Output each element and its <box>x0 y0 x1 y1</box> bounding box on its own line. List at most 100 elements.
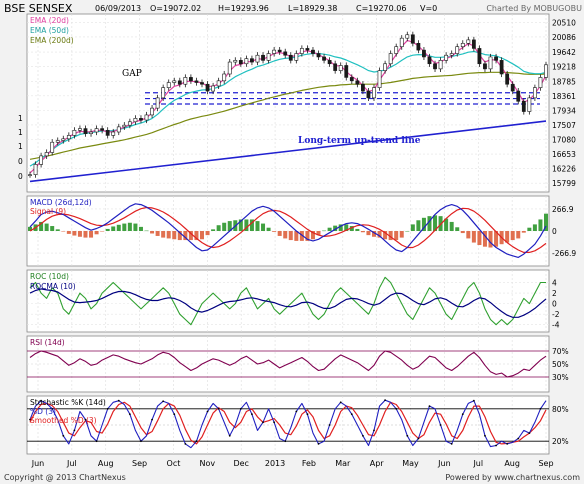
price-candle <box>277 49 282 53</box>
macd-histogram-bar <box>277 231 282 236</box>
price-candle <box>33 164 38 175</box>
legend-rsi: RSI (14d) <box>30 338 65 347</box>
price-candle <box>322 56 326 61</box>
price-candle <box>100 128 105 131</box>
macd-histogram-bar <box>366 231 371 236</box>
stoch-dot <box>450 443 453 445</box>
price-candle <box>266 53 271 61</box>
macd-histogram-bar <box>266 227 271 231</box>
price-candle <box>111 131 116 136</box>
powered-label: Powered by www.chartnexus.com <box>445 473 580 482</box>
price-candle <box>494 56 498 61</box>
stoch-dot <box>206 410 209 413</box>
price-candle <box>372 87 376 99</box>
price-candle <box>189 77 193 82</box>
macd-histogram-bar <box>544 213 548 231</box>
macd-histogram-bar <box>399 231 404 238</box>
price-candle <box>244 58 249 65</box>
stoch-dot <box>306 413 309 416</box>
stoch-dot <box>339 401 342 404</box>
macd-histogram-bar <box>477 231 482 246</box>
macd-histogram-bar <box>355 228 360 231</box>
price-candle <box>338 65 343 71</box>
roc-tick-label: 2 <box>552 289 557 298</box>
price-tick-label: 18785 <box>552 77 576 86</box>
high-label: H=19293.96 <box>218 4 269 13</box>
x-tick-label: Aug <box>98 459 114 468</box>
stoch-dot <box>151 418 153 421</box>
macd-histogram-bar <box>249 219 254 231</box>
price-candle <box>394 46 399 54</box>
macd-histogram-bar <box>471 231 476 243</box>
price-candle <box>66 135 71 140</box>
price-candle <box>50 141 55 153</box>
stoch-dot <box>173 413 176 416</box>
price-candle <box>183 77 188 85</box>
price-candle <box>510 83 515 92</box>
price-candle <box>288 54 293 61</box>
stoch-dot <box>239 407 242 410</box>
price-candle <box>250 58 254 63</box>
roc-tick-label: -4 <box>552 321 560 330</box>
macd-histogram-bar <box>111 226 116 231</box>
price-candle <box>272 49 277 54</box>
stoch-dot <box>384 399 386 402</box>
roc-tick-label: -2 <box>552 310 560 319</box>
price-candle <box>172 80 177 83</box>
macd-tick-label: -266.9 <box>552 249 576 258</box>
legend-ema20: EMA (20d) <box>30 16 69 25</box>
macd-histogram-bar <box>200 231 204 240</box>
price-tick-label: 20086 <box>552 33 576 42</box>
price-candle <box>366 90 371 99</box>
stoch-dot <box>195 440 198 443</box>
macd-histogram-bar <box>421 217 426 231</box>
x-tick-label: Jul <box>472 459 483 468</box>
roc-panel <box>26 269 550 333</box>
price-candle <box>283 51 288 56</box>
stoch-dot <box>328 424 331 426</box>
price-candle <box>444 54 449 61</box>
macd-tick-label: 0 <box>552 227 557 236</box>
rsi-line <box>29 350 547 378</box>
price-candle <box>438 60 443 70</box>
price-candle <box>422 49 426 58</box>
trend-line <box>29 120 547 183</box>
stoch-dot <box>539 407 542 410</box>
stoch-dot <box>395 407 398 410</box>
price-candle <box>78 128 82 131</box>
stoch-dot <box>495 444 497 447</box>
price-candle <box>460 42 465 48</box>
x-tick-label: Sep <box>132 459 147 468</box>
price-tick-label: 16226 <box>552 165 576 174</box>
macd-histogram-bar <box>383 231 388 240</box>
macd-histogram-bar <box>494 231 499 247</box>
price-candle <box>477 48 482 65</box>
x-tick-label: Jun <box>31 459 45 468</box>
price-candle <box>399 37 404 48</box>
price-candle <box>327 60 332 65</box>
macd-histogram-bar <box>50 226 55 231</box>
signal-line <box>29 206 547 253</box>
macd-histogram-bar <box>244 219 249 231</box>
price-candle <box>305 48 310 51</box>
stoch-dot <box>417 437 420 440</box>
price-tick-label: 20510 <box>552 18 576 27</box>
macd-histogram-bar <box>310 231 315 240</box>
price-candle <box>89 131 93 135</box>
macd-histogram-bar <box>61 231 66 232</box>
stoch-dot <box>262 421 264 424</box>
stoch-dot <box>406 434 409 437</box>
price-tick-label: 17080 <box>552 136 576 145</box>
stoch-dot <box>40 399 42 402</box>
macd-histogram-bar <box>294 231 299 241</box>
price-candle <box>177 80 182 85</box>
stoch-dot <box>428 405 431 407</box>
rocma-line <box>29 288 547 318</box>
stoch-dot <box>84 418 87 421</box>
x-tick-label: Apr <box>370 459 385 468</box>
price-candle <box>533 87 537 99</box>
macd-histogram-bar <box>299 231 304 241</box>
price-candle <box>28 174 32 176</box>
macd-histogram-bar <box>138 226 143 231</box>
